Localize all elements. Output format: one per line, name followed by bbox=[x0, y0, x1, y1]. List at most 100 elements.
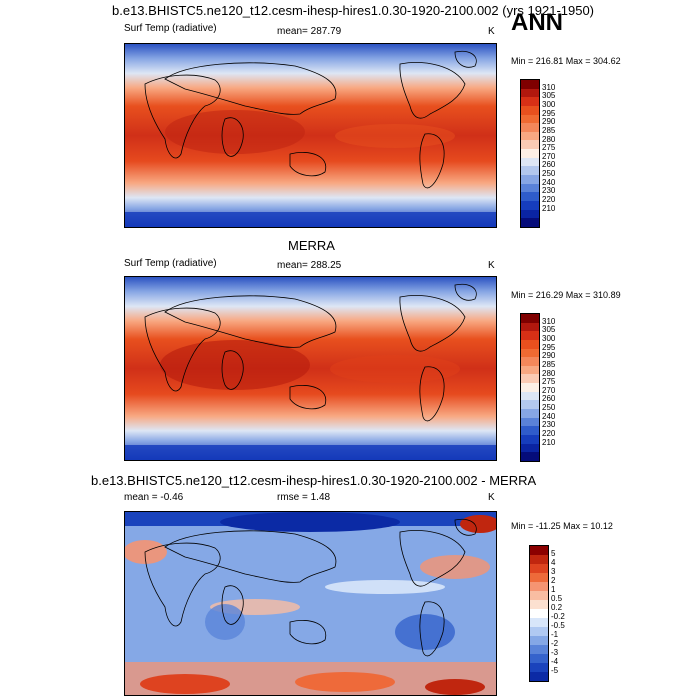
panel2-colorbar bbox=[520, 313, 540, 462]
colorbar-tick-label: -0.2 bbox=[551, 612, 565, 621]
colorbar-tick-label: 230 bbox=[542, 186, 556, 196]
colorbar-tick-label: 280 bbox=[542, 134, 556, 144]
colorbar-tick-label: 1 bbox=[551, 585, 556, 594]
colorbar-tick-label: -4 bbox=[551, 657, 559, 666]
colorbar-tick-label: 210 bbox=[542, 437, 556, 447]
colorbar-tick-label: 3 bbox=[551, 567, 556, 576]
colorbar-tick-label: 305 bbox=[542, 91, 556, 101]
colorbar-tick-label: 250 bbox=[542, 403, 556, 413]
panel2-variable-label: Surf Temp (radiative) bbox=[124, 258, 217, 269]
panel3-map-svg bbox=[125, 512, 496, 695]
colorbar-swatch bbox=[521, 218, 539, 227]
colorbar-swatch bbox=[521, 348, 539, 358]
figure-title: b.e13.BHISTC5.ne120_t12.cesm-ihesp-hires… bbox=[112, 3, 595, 18]
colorbar-swatch bbox=[530, 654, 548, 663]
colorbar-swatch bbox=[521, 105, 539, 115]
colorbar-tick-label: 270 bbox=[542, 385, 556, 395]
colorbar-swatch bbox=[521, 357, 539, 366]
colorbar-tick-label: 240 bbox=[542, 411, 556, 421]
colorbar-tick-label: 2 bbox=[551, 576, 556, 585]
colorbar-tick-label: 310 bbox=[542, 316, 556, 326]
panel3-minmax: Min = -11.25 Max = 10.12 bbox=[511, 521, 613, 531]
colorbar-tick-label: 285 bbox=[542, 359, 556, 369]
colorbar-swatch bbox=[530, 591, 548, 600]
colorbar-tick-label: -2 bbox=[551, 639, 559, 648]
colorbar-swatch bbox=[521, 149, 539, 158]
season-label: ANN bbox=[511, 9, 563, 36]
colorbar-tick-label: 295 bbox=[542, 342, 556, 352]
colorbar-swatch bbox=[521, 426, 539, 435]
colorbar-swatch bbox=[521, 409, 539, 418]
colorbar-swatch bbox=[521, 383, 539, 392]
colorbar-tick-label: 310 bbox=[542, 82, 556, 92]
colorbar-swatch bbox=[530, 582, 548, 591]
colorbar-tick-label: 220 bbox=[542, 195, 556, 205]
colorbar-tick-label: 5 bbox=[551, 549, 556, 558]
colorbar-swatch bbox=[521, 391, 539, 401]
colorbar-swatch bbox=[530, 600, 548, 609]
colorbar-tick-label: 290 bbox=[542, 117, 556, 127]
colorbar-tick-label: 275 bbox=[542, 377, 556, 387]
colorbar-swatch bbox=[521, 322, 539, 332]
colorbar-swatch bbox=[521, 88, 539, 98]
colorbar-swatch bbox=[521, 443, 539, 453]
colorbar-swatch bbox=[521, 97, 539, 106]
panel3-units-label: K bbox=[488, 492, 495, 503]
panel1-map-svg bbox=[125, 44, 496, 227]
colorbar-swatch bbox=[530, 609, 548, 618]
colorbar-swatch bbox=[530, 645, 548, 654]
colorbar-tick-label: 4 bbox=[551, 558, 556, 567]
colorbar-swatch bbox=[530, 618, 548, 627]
colorbar-tick-label: 295 bbox=[542, 108, 556, 118]
colorbar-swatch bbox=[530, 573, 548, 582]
panel3-map bbox=[124, 511, 497, 696]
colorbar-swatch bbox=[521, 365, 539, 375]
colorbar-tick-label: 290 bbox=[542, 351, 556, 361]
colorbar-tick-label: 270 bbox=[542, 151, 556, 161]
panel2-map bbox=[124, 276, 497, 461]
colorbar-swatch bbox=[521, 166, 539, 176]
colorbar-tick-label: 260 bbox=[542, 394, 556, 404]
colorbar-swatch bbox=[521, 80, 539, 89]
colorbar-swatch bbox=[530, 546, 548, 555]
colorbar-swatch bbox=[521, 157, 539, 167]
colorbar-swatch bbox=[521, 114, 539, 124]
colorbar-swatch bbox=[521, 314, 539, 323]
colorbar-swatch bbox=[521, 339, 539, 349]
colorbar-swatch bbox=[521, 452, 539, 461]
colorbar-tick-label: 220 bbox=[542, 429, 556, 439]
panel2-title: MERRA bbox=[288, 238, 335, 253]
colorbar-swatch bbox=[521, 434, 539, 444]
colorbar-tick-label: 0.2 bbox=[551, 603, 563, 612]
panel1-colorbar bbox=[520, 79, 540, 228]
colorbar-tick-label: 250 bbox=[542, 169, 556, 179]
colorbar-swatch bbox=[530, 627, 548, 636]
panel3-rmse-label: rmse = 1.48 bbox=[277, 492, 331, 503]
colorbar-swatch bbox=[521, 131, 539, 141]
colorbar-tick-label: 210 bbox=[542, 203, 556, 213]
colorbar-swatch bbox=[521, 192, 539, 201]
panel1-mean-label: mean= 287.79 bbox=[277, 26, 342, 37]
colorbar-swatch bbox=[521, 140, 539, 150]
panel2-map-svg bbox=[125, 277, 496, 460]
panel2-minmax: Min = 216.29 Max = 310.89 bbox=[511, 290, 621, 300]
colorbar-tick-label: 280 bbox=[542, 368, 556, 378]
panel1-map bbox=[124, 43, 497, 228]
colorbar-swatch bbox=[530, 663, 548, 672]
colorbar-swatch bbox=[521, 123, 539, 132]
colorbar-tick-label: 305 bbox=[542, 325, 556, 335]
colorbar-tick-label: -3 bbox=[551, 648, 559, 657]
colorbar-swatch bbox=[521, 417, 539, 427]
colorbar-swatch bbox=[530, 555, 548, 564]
panel2-mean-label: mean= 288.25 bbox=[277, 260, 342, 271]
colorbar-swatch bbox=[521, 400, 539, 410]
colorbar-swatch bbox=[521, 175, 539, 184]
colorbar-swatch bbox=[530, 672, 548, 681]
colorbar-tick-label: 230 bbox=[542, 420, 556, 430]
colorbar-tick-label: 300 bbox=[542, 333, 556, 343]
colorbar-tick-label: -0.5 bbox=[551, 621, 565, 630]
colorbar-swatch bbox=[521, 331, 539, 340]
colorbar-swatch bbox=[521, 200, 539, 210]
colorbar-swatch bbox=[521, 374, 539, 384]
colorbar-tick-label: 260 bbox=[542, 160, 556, 170]
